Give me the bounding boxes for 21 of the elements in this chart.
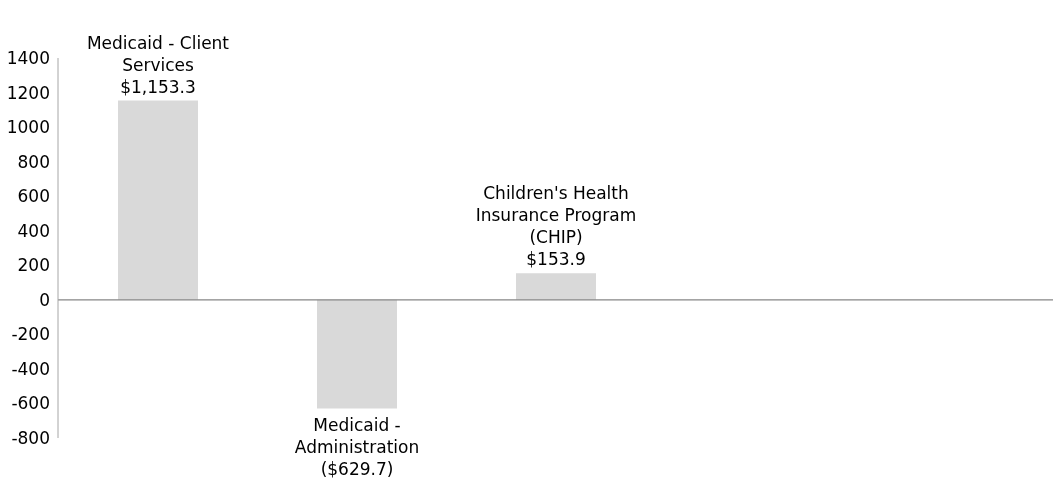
- bar: [118, 100, 198, 300]
- y-tick-label: 200: [17, 255, 50, 276]
- data-label: ($629.7): [320, 458, 394, 479]
- y-tick-label: 1200: [6, 82, 50, 103]
- x-tick-label: Children's Health Insurance Program (CHIP): [475, 183, 637, 248]
- bar: [516, 273, 596, 300]
- y-tick-label: -800: [11, 428, 50, 449]
- y-tick-label: 1000: [6, 117, 50, 138]
- y-tick-label: 600: [17, 186, 50, 207]
- data-label: $1,153.3: [120, 76, 196, 97]
- data-label: $153.9: [526, 249, 586, 270]
- x-tick-label: Medicaid - Client Services: [86, 32, 230, 75]
- y-tick-label: -200: [11, 324, 50, 345]
- y-tick-label: -400: [11, 358, 50, 379]
- y-tick-label: 1400: [6, 48, 50, 69]
- y-tick-label: 800: [17, 151, 50, 172]
- y-tick-label: -600: [11, 393, 50, 414]
- bar: [317, 299, 397, 409]
- x-tick-label: Medicaid - Administration: [294, 414, 420, 457]
- y-tick-label: 0: [39, 289, 50, 310]
- y-tick-label: 400: [17, 220, 50, 241]
